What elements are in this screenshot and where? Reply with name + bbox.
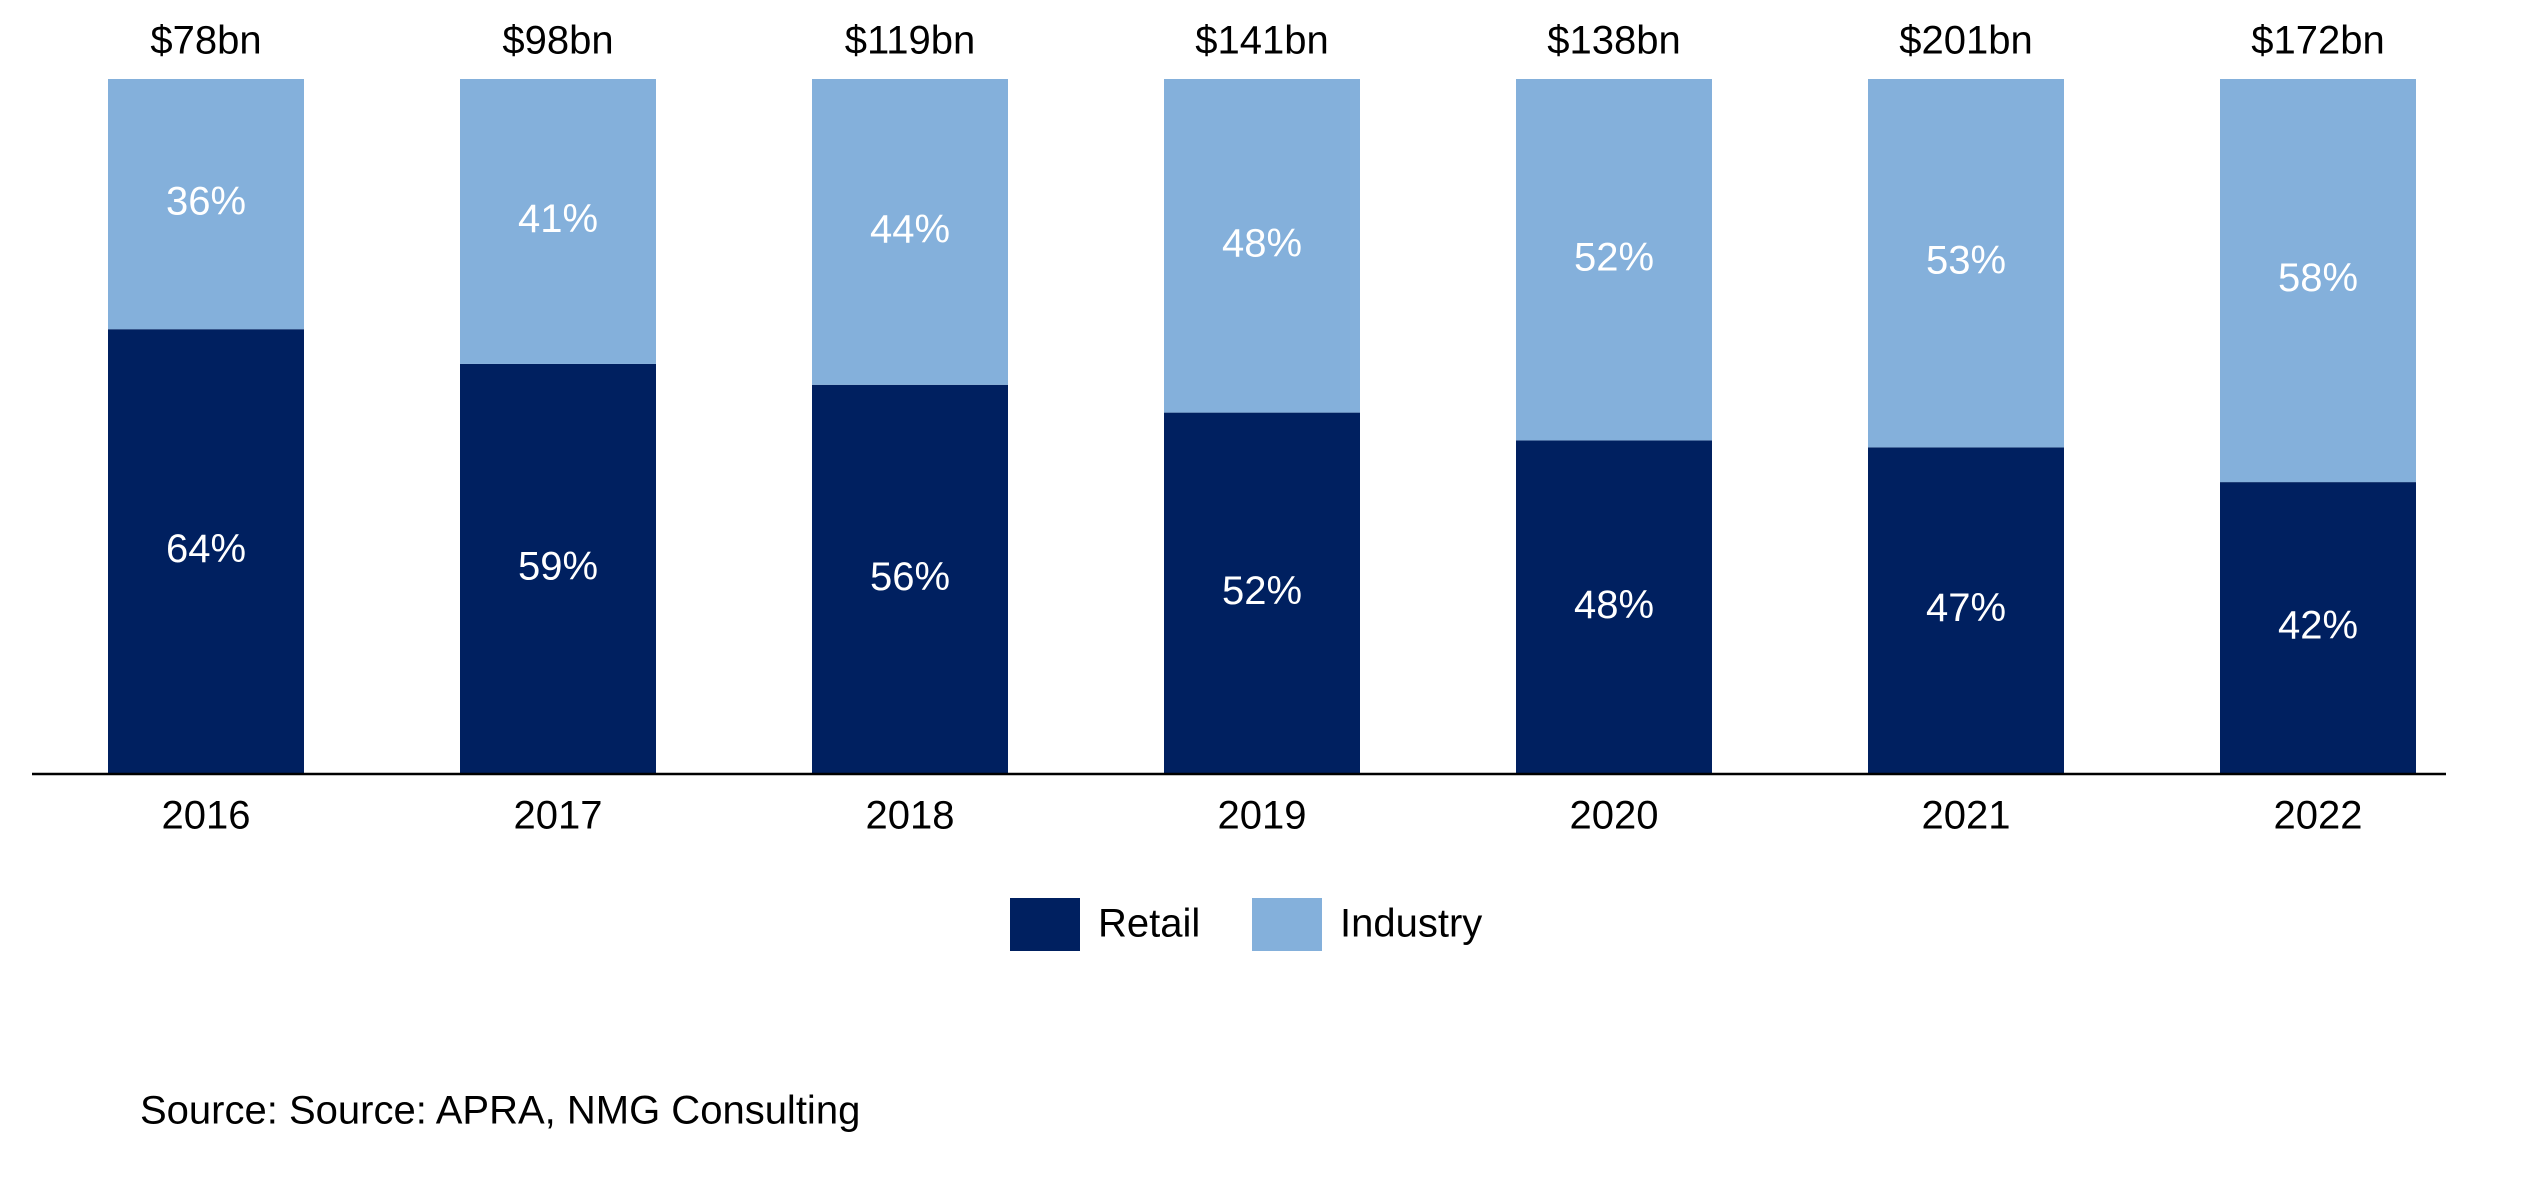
segment-label: 36% [166,180,246,224]
segment-label: 41% [518,197,598,241]
total-label: $172bn [2251,19,2384,63]
total-label: $201bn [1899,19,2032,63]
x-tick-label: 2017 [514,794,603,838]
x-tick-label: 2021 [1922,794,2011,838]
bar-segment [108,329,304,774]
bar-segment [1516,79,1712,441]
total-label: $98bn [502,19,613,63]
legend-swatch [1010,898,1080,951]
segment-label: 59% [518,545,598,589]
bar-segment [1868,79,2064,448]
x-tick-label: 2018 [866,794,955,838]
bar-segment [1164,79,1360,413]
bar-segment [1164,412,1360,774]
segment-label: 48% [1574,583,1654,627]
x-tick-label: 2019 [1218,794,1307,838]
segment-label: 52% [1574,235,1654,279]
bar-segment [1516,440,1712,774]
bar-segment [2220,79,2416,483]
bar-segment [460,363,656,774]
segment-label: 52% [1222,569,1302,613]
total-label: $78bn [150,19,261,63]
segment-label: 58% [2278,256,2358,300]
source-note: Source: Source: APRA, NMG Consulting [140,1089,860,1133]
legend-label: Industry [1340,902,1482,946]
bar-segment [812,384,1008,774]
bar-segment [460,79,656,364]
bar-segment [812,79,1008,385]
segment-label: 64% [166,527,246,571]
segment-label: 56% [870,555,950,599]
total-label: $141bn [1195,19,1328,63]
bar-segment [1868,447,2064,774]
legend-swatch [1252,898,1322,951]
segment-label: 47% [1926,586,2006,630]
total-label: $119bn [845,19,976,63]
legend-label: Retail [1098,902,1200,946]
bar-segment [108,79,304,330]
x-tick-label: 2022 [2274,794,2363,838]
segment-label: 48% [1222,221,1302,265]
bar-segment [2220,482,2416,774]
total-label: $138bn [1547,19,1680,63]
segment-label: 44% [870,207,950,251]
segment-label: 53% [1926,239,2006,283]
x-tick-label: 2020 [1570,794,1659,838]
x-tick-label: 2016 [162,794,251,838]
segment-label: 42% [2278,604,2358,648]
